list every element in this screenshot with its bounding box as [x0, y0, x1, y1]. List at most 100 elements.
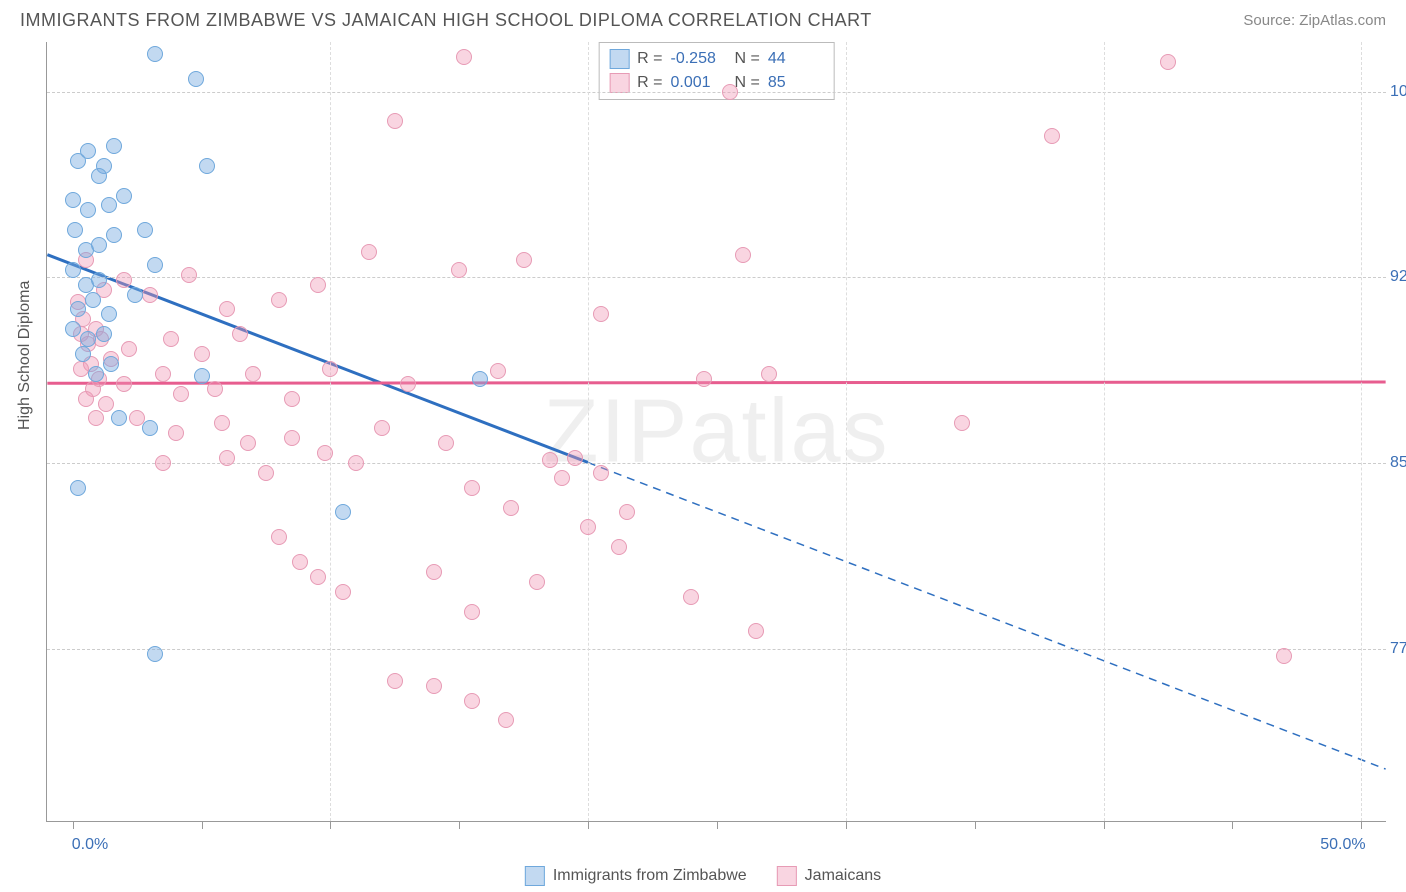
data-point — [317, 445, 333, 461]
x-tick — [975, 821, 976, 829]
data-point — [554, 470, 570, 486]
data-point — [188, 71, 204, 87]
data-point — [80, 331, 96, 347]
data-point — [116, 188, 132, 204]
x-tick — [330, 821, 331, 829]
data-point — [335, 504, 351, 520]
data-point — [232, 326, 248, 342]
data-point — [464, 480, 480, 496]
data-point — [88, 410, 104, 426]
series-legend: Immigrants from ZimbabweJamaicans — [525, 866, 881, 886]
legend-row: R =-0.258N =44 — [609, 47, 824, 71]
data-point — [65, 192, 81, 208]
gridline-v — [1104, 42, 1105, 821]
data-point — [219, 450, 235, 466]
y-tick-label: 77.5% — [1390, 640, 1406, 658]
gridline-v — [1361, 42, 1362, 821]
chart-title: IMMIGRANTS FROM ZIMBABWE VS JAMAICAN HIG… — [20, 10, 872, 31]
data-point — [142, 287, 158, 303]
data-point — [258, 465, 274, 481]
data-point — [194, 346, 210, 362]
data-point — [127, 287, 143, 303]
legend-series-label: Immigrants from Zimbabwe — [553, 867, 747, 885]
gridline-h — [47, 92, 1386, 93]
data-point — [121, 341, 137, 357]
data-point — [147, 46, 163, 62]
data-point — [438, 435, 454, 451]
data-point — [91, 272, 107, 288]
data-point — [464, 693, 480, 709]
data-point — [106, 138, 122, 154]
trend-lines-layer — [47, 42, 1386, 821]
data-point — [91, 237, 107, 253]
data-point — [155, 455, 171, 471]
data-point — [85, 292, 101, 308]
data-point — [490, 363, 506, 379]
source-link[interactable]: ZipAtlas.com — [1299, 12, 1386, 29]
x-tick — [1104, 821, 1105, 829]
data-point — [593, 465, 609, 481]
data-point — [292, 554, 308, 570]
y-tick-label: 100.0% — [1390, 83, 1406, 101]
data-point — [116, 272, 132, 288]
data-point — [503, 500, 519, 516]
data-point — [70, 480, 86, 496]
x-tick — [202, 821, 203, 829]
source-attribution: Source: ZipAtlas.com — [1243, 12, 1386, 29]
data-point — [106, 227, 122, 243]
data-point — [335, 584, 351, 600]
data-point — [748, 623, 764, 639]
data-point — [271, 292, 287, 308]
gridline-v — [330, 42, 331, 821]
data-point — [240, 435, 256, 451]
x-tick — [1361, 821, 1362, 829]
legend-swatch — [525, 866, 545, 886]
data-point — [735, 247, 751, 263]
data-point — [348, 455, 364, 471]
data-point — [542, 452, 558, 468]
data-point — [451, 262, 467, 278]
data-point — [96, 326, 112, 342]
legend-n-label: N = — [735, 47, 760, 71]
gridline-h — [47, 277, 1386, 278]
data-point — [310, 569, 326, 585]
data-point — [173, 386, 189, 402]
data-point — [567, 450, 583, 466]
data-point — [70, 301, 86, 317]
trend-line — [47, 382, 1385, 383]
x-tick — [717, 821, 718, 829]
x-tick — [459, 821, 460, 829]
y-tick-label: 85.0% — [1390, 454, 1406, 472]
data-point — [65, 321, 81, 337]
data-point — [101, 306, 117, 322]
data-point — [168, 425, 184, 441]
data-point — [80, 143, 96, 159]
data-point — [361, 244, 377, 260]
legend-item: Immigrants from Zimbabwe — [525, 866, 747, 886]
data-point — [142, 420, 158, 436]
x-tick — [846, 821, 847, 829]
data-point — [111, 410, 127, 426]
data-point — [155, 366, 171, 382]
data-point — [103, 356, 119, 372]
x-tick-label: 0.0% — [72, 836, 108, 854]
data-point — [116, 376, 132, 392]
data-point — [88, 366, 104, 382]
data-point — [683, 589, 699, 605]
source-label: Source: — [1243, 12, 1295, 29]
x-tick-label: 50.0% — [1320, 836, 1365, 854]
data-point — [245, 366, 261, 382]
data-point — [80, 202, 96, 218]
data-point — [73, 361, 89, 377]
legend-swatch — [777, 866, 797, 886]
data-point — [374, 420, 390, 436]
legend-r-label: R = — [637, 47, 662, 71]
data-point — [194, 368, 210, 384]
data-point — [65, 262, 81, 278]
data-point — [426, 678, 442, 694]
y-axis-label: High School Diploma — [16, 281, 34, 430]
legend-n-value: 44 — [768, 47, 824, 71]
data-point — [219, 301, 235, 317]
data-point — [101, 197, 117, 213]
data-point — [464, 604, 480, 620]
